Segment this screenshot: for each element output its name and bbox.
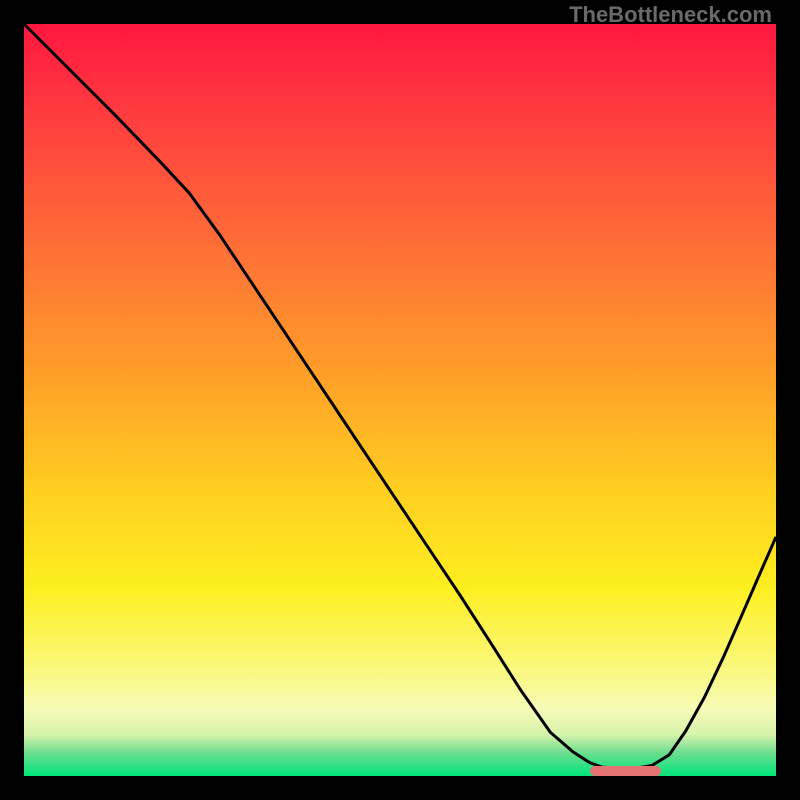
frame-border: TheBottleneck.com xyxy=(0,0,800,800)
minimum-marker xyxy=(590,766,661,776)
bottleneck-curve xyxy=(24,24,776,776)
curve-path xyxy=(24,24,776,769)
plot-area xyxy=(24,24,776,776)
watermark-text: TheBottleneck.com xyxy=(569,2,772,28)
